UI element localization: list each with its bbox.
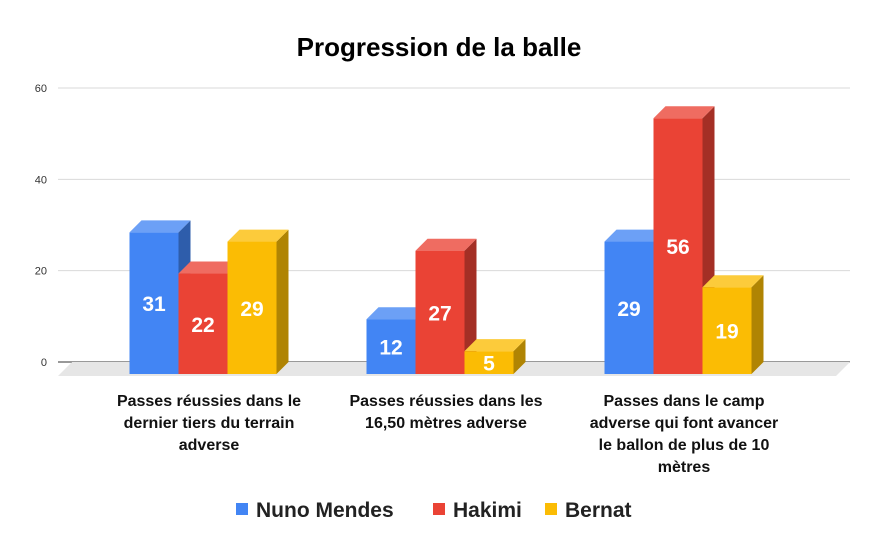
category-label-line: mètres [658,459,711,476]
bar-top [653,106,715,119]
bar-front [653,118,703,375]
legend-swatch [545,503,557,515]
bar-front [702,287,752,374]
legend-label: Bernat [565,499,632,522]
category-label-line: Passes dans le camp [604,393,765,410]
bar-side [276,229,289,374]
category-label-line: Passes réussies dans le [117,393,301,410]
category-label: Passes dans le camp adverse qui font avan… [590,393,779,476]
bar-front [178,273,228,374]
data-label: 19 [715,321,738,344]
data-label: 56 [666,236,689,259]
category-label-line: adverse [179,437,240,454]
category-label: Passes réussies dans les 16,50 mètres adv… [349,393,542,432]
data-label: 29 [617,298,640,321]
bar-side [513,339,526,374]
category-label-line: le ballon de plus de 10 [599,437,770,454]
legend-item: Nuno Mendes [236,499,394,522]
bar-top [366,307,428,320]
data-label: 5 [483,353,495,376]
bar-side [751,275,764,374]
y-axis-ticks: 0 20 40 60 [35,83,47,369]
bar: 5 [464,339,526,376]
bar-front [129,232,179,374]
category-label-line: adverse qui font avancer [590,415,779,432]
bar-top [604,229,666,242]
data-label: 29 [240,298,263,321]
legend-swatch [433,503,445,515]
bar-top [464,339,526,352]
bar: 29 [227,229,289,374]
bar: 31 [129,220,191,374]
category-label-line: dernier tiers du terrain [124,415,295,432]
category-label: Passes réussies dans le dernier tiers du … [117,393,301,454]
bar: 19 [702,275,764,374]
data-label: 12 [379,337,402,360]
bar-side [464,238,477,374]
legend-swatch [236,503,248,515]
legend-item: Hakimi [433,499,522,522]
bars: 31 22 29 12 27 5 29 56 19 [129,106,764,376]
bar-front [464,351,514,374]
legend: Nuno Mendes Hakimi Bernat [236,499,632,522]
bar-front [604,241,654,374]
legend-item: Bernat [545,499,632,522]
data-label: 31 [142,293,166,316]
bar-front [227,241,277,374]
bar-top [129,220,191,233]
bar-top [178,261,240,274]
bar-top [227,229,289,242]
data-label: 22 [191,314,214,337]
y-tick-label: 40 [35,174,47,186]
legend-label: Hakimi [453,499,522,522]
bar-top [415,238,477,251]
bar-top [702,275,764,288]
category-labels: Passes réussies dans le dernier tiers du … [117,393,778,476]
y-tick-label: 20 [35,266,47,278]
data-label: 27 [428,302,451,325]
chart-title: Progression de la balle [297,32,582,62]
category-label-line: Passes réussies dans les [349,393,542,410]
category-label-line: 16,50 mètres adverse [365,415,527,432]
bar: 27 [415,238,477,374]
y-tick-label: 60 [35,83,47,95]
legend-label: Nuno Mendes [256,499,394,522]
y-tick-label: 0 [41,357,47,369]
bar-front [366,319,416,374]
bar-front [415,250,465,374]
